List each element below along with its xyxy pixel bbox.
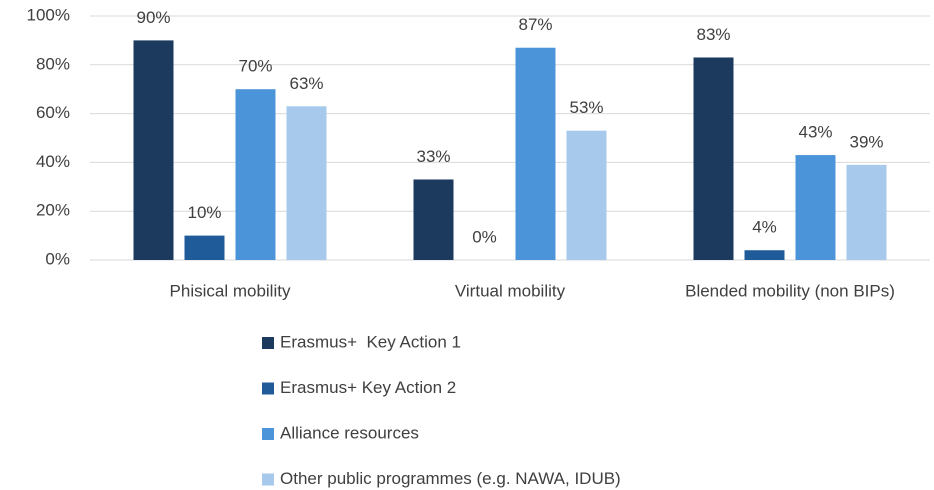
data-label: 33%	[416, 147, 450, 166]
data-label: 0%	[472, 227, 497, 246]
bar	[515, 47, 556, 260]
data-label: 43%	[798, 123, 832, 142]
y-tick-label: 0%	[45, 249, 70, 268]
data-label: 70%	[238, 57, 272, 76]
bar	[184, 235, 225, 260]
data-label: 53%	[569, 98, 603, 117]
data-label: 83%	[696, 25, 730, 44]
bar	[846, 164, 887, 260]
x-tick-label: Blended mobility (non BIPs)	[685, 281, 895, 300]
data-label: 10%	[187, 203, 221, 222]
bar	[286, 106, 327, 260]
bar	[235, 89, 276, 260]
bar	[413, 179, 454, 260]
y-tick-label: 60%	[36, 103, 70, 122]
data-label: 87%	[518, 15, 552, 34]
legend-label: Alliance resources	[280, 423, 419, 442]
data-label: 39%	[849, 132, 883, 151]
y-tick-label: 100%	[27, 5, 70, 24]
legend-swatch	[262, 337, 274, 349]
bar	[133, 40, 174, 261]
legend-swatch	[262, 428, 274, 440]
y-tick-label: 40%	[36, 152, 70, 171]
data-label: 4%	[752, 218, 777, 237]
x-tick-label: Phisical mobility	[170, 281, 291, 300]
bar	[795, 155, 836, 260]
data-label: 63%	[289, 74, 323, 93]
bar	[744, 250, 785, 260]
legend-swatch	[262, 382, 274, 395]
bar	[566, 130, 607, 260]
y-tick-label: 20%	[36, 201, 70, 220]
legend-label: Erasmus+ Key Action 2	[280, 378, 456, 397]
legend-label: Erasmus+ Key Action 1	[280, 332, 461, 351]
bar	[693, 57, 734, 261]
x-tick-label: Virtual mobility	[455, 281, 566, 300]
legend-swatch	[262, 473, 274, 486]
y-tick-label: 80%	[36, 54, 70, 73]
data-label: 90%	[136, 8, 170, 27]
legend-label: Other public programmes (e.g. NAWA, IDUB…	[280, 469, 621, 488]
